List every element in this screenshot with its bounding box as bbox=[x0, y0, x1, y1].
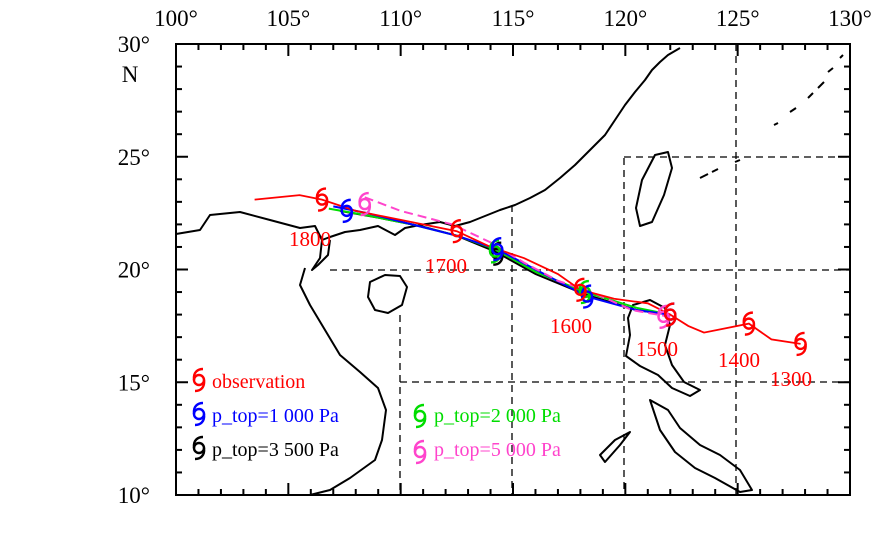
typhoon-symbol-glyph bbox=[192, 435, 206, 461]
coastline bbox=[175, 47, 844, 496]
axis-labels: 100° 105° 110° 115° 120° 125° 130° 10° 15° 20° 25°… bbox=[118, 6, 872, 508]
track-marker-p-top-1000 bbox=[490, 237, 504, 262]
typhoon-symbol-glyph bbox=[413, 439, 427, 465]
legend-item-p-top-5000: p_top=5 000 Pa bbox=[413, 439, 561, 465]
lon-tick-label: 100° bbox=[154, 6, 198, 31]
date-label-1800: 1800 bbox=[289, 227, 331, 251]
legend-label-p-top-5000: p_top=5 000 Pa bbox=[434, 439, 561, 461]
track-marker-observation bbox=[663, 302, 677, 327]
typhoon-symbol-icon bbox=[192, 401, 206, 427]
date-label-1400: 1400 bbox=[718, 348, 760, 372]
legend-label-observation: observation bbox=[212, 371, 305, 393]
track-p-top-5000 bbox=[364, 196, 671, 318]
typhoon-symbol-glyph bbox=[192, 401, 206, 427]
typhoon-symbol-icon bbox=[413, 403, 427, 429]
lon-tick-label: 120° bbox=[603, 6, 647, 31]
date-label-1500: 1500 bbox=[636, 337, 678, 361]
lon-tick-label: 115° bbox=[492, 6, 535, 31]
leizhou-peninsula bbox=[311, 239, 331, 271]
track-date-labels: 1300 1400 1500 1600 1700 1800 bbox=[289, 227, 812, 391]
track-marker-observation bbox=[450, 218, 464, 244]
track-marker-p-top-1000 bbox=[340, 198, 354, 224]
graticule-lines bbox=[330, 44, 850, 495]
taiwan-island bbox=[635, 151, 673, 227]
lon-tick-label: 125° bbox=[716, 6, 760, 31]
palawan-island bbox=[599, 431, 631, 463]
typhoon-symbol-icon bbox=[192, 435, 206, 461]
track-marker-observation bbox=[574, 277, 587, 302]
legend-label-p-top-2000: p_top=2 000 Pa bbox=[434, 405, 561, 427]
lat-tick-label: 10° bbox=[118, 483, 150, 508]
track-marker-p-top-5000 bbox=[358, 191, 372, 217]
visayas-islands bbox=[649, 399, 753, 493]
ryukyu-islands bbox=[699, 54, 844, 179]
legend-item-p-top-3500: p_top=3 500 Pa bbox=[192, 435, 339, 461]
lat-tick-label: 20° bbox=[118, 258, 150, 283]
legend-item-observation: observation bbox=[192, 367, 305, 393]
typhoon-symbol-glyph bbox=[413, 403, 427, 429]
vietnam-coastline bbox=[299, 267, 387, 496]
lat-tick-label: 25° bbox=[118, 145, 150, 170]
north-label: N bbox=[122, 62, 139, 87]
track-marker-observation bbox=[742, 311, 756, 336]
track-marker-observation bbox=[794, 331, 807, 357]
legend-label-p-top-3500: p_top=3 500 Pa bbox=[212, 439, 339, 461]
legend-label-p-top-1000: p_top=1 000 Pa bbox=[212, 405, 339, 427]
date-label-1600: 1600 bbox=[550, 314, 592, 338]
typhoon-symbol-icon bbox=[413, 439, 427, 465]
legend-item-p-top-1000: p_top=1 000 Pa bbox=[192, 401, 339, 427]
lon-tick-label: 130° bbox=[828, 6, 872, 31]
lon-tick-label: 105° bbox=[266, 6, 310, 31]
date-label-1700: 1700 bbox=[425, 254, 467, 278]
lon-tick-label: 110° bbox=[379, 6, 422, 31]
lat-tick-label: 15° bbox=[118, 370, 150, 395]
legend-item-p-top-2000: p_top=2 000 Pa bbox=[413, 403, 561, 429]
typhoon-symbol-icon bbox=[192, 367, 206, 393]
legend: observation p_top=1 000 Pa p_top=3 500 P… bbox=[192, 367, 561, 465]
date-label-1300: 1300 bbox=[770, 367, 812, 391]
china-coastline bbox=[175, 47, 681, 241]
typhoon-tracks bbox=[254, 187, 807, 357]
map-frame bbox=[175, 43, 851, 496]
lat-tick-label: 30° bbox=[118, 32, 150, 57]
hainan-island bbox=[367, 274, 408, 314]
typhoon-symbol-glyph bbox=[192, 367, 206, 393]
track-marker-observation bbox=[315, 187, 329, 212]
